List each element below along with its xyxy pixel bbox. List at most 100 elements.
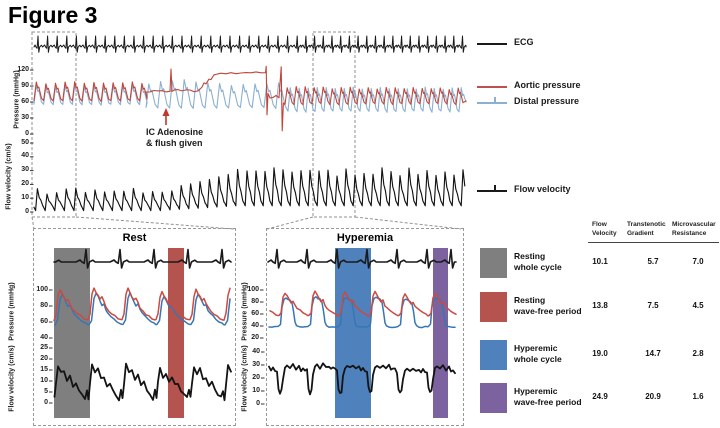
adenosine-annotation-line1: IC Adenosine — [146, 127, 204, 137]
table-col-header-line: Gradient — [627, 229, 654, 237]
table-row-label-line: wave-free period — [514, 306, 582, 316]
table-col-header-0: Flow Velocity — [592, 221, 640, 238]
legend-scale-tick — [494, 97, 496, 102]
table-row-label-line: wave-free period — [514, 397, 582, 407]
axis-tick-hp-20: 20 — [251, 333, 259, 341]
table-row-label-line: whole cycle — [514, 262, 562, 272]
axis-tick-tf-40: 40 — [21, 152, 29, 160]
table-row-swatch-1 — [480, 292, 507, 322]
legend-label: Flow velocity — [514, 184, 571, 194]
legend-label: Aortic pressure — [514, 80, 581, 90]
legend-line-sample — [477, 102, 507, 104]
figure-title: Figure 3 — [8, 2, 98, 28]
table-cell-3-0: 24.9 — [592, 392, 608, 401]
table-cell-1-1: 7.5 — [647, 301, 659, 310]
band-hyperemic-wave-free-period — [433, 248, 448, 418]
table-row-label-line: Hyperemic — [514, 343, 558, 353]
legend-label: Distal pressure — [514, 96, 580, 106]
legend-line-sample — [477, 43, 507, 45]
table-col-header-line: Transtenotic — [627, 221, 666, 228]
zoom-connector-line-2 — [266, 216, 314, 230]
distal-pressure-trace — [33, 79, 467, 113]
rest-aortic-pressure-trace — [53, 287, 231, 322]
table-col-header-line: Flow — [592, 221, 607, 228]
table-cell-0-2: 7.0 — [692, 257, 704, 266]
table-row-swatch-2 — [480, 340, 507, 370]
hyperemia-panel-title: Hyperemia — [336, 232, 394, 244]
rest-panel: Rest — [33, 228, 236, 426]
adenosine-annotation-line2: & flush given — [146, 138, 203, 148]
table-row-label-line: Hyperemic — [514, 386, 558, 396]
zoom-connector-line-1 — [75, 216, 235, 230]
axis-tick-rf-0: 0 — [44, 398, 48, 406]
axis-tick-rp-80: 80 — [40, 301, 48, 309]
table-cell-2-2: 2.8 — [692, 349, 704, 358]
rest-zoom-marquee — [31, 31, 77, 218]
axis-tick-tf-30: 30 — [21, 166, 29, 174]
aortic-pressure-trace — [33, 65, 467, 132]
hyperemia-flow-velocity-trace — [268, 362, 456, 396]
legend-row-distal-pressure: Distal pressure — [474, 95, 720, 111]
axis-tick-rf-25: 25 — [40, 343, 48, 351]
table-col-header-2: Microvascular Resistance — [672, 221, 720, 238]
table-row-swatch-3 — [480, 383, 507, 413]
table-cell-2-0: 19.0 — [592, 349, 608, 358]
axis-tick-tf-10: 10 — [21, 193, 29, 201]
rest-flow-axis-label: Flow velocity (cm/s) — [8, 345, 16, 412]
legend-row-flow-velocity: Flow velocity — [474, 183, 720, 199]
axis-tick-hf-30: 30 — [252, 360, 260, 368]
axis-tick-tf-0: 0 — [25, 207, 29, 215]
table-header-rule — [588, 242, 719, 243]
hyperemia-ecg-trace — [267, 248, 457, 269]
axis-tick-hp-80: 80 — [251, 297, 259, 305]
hyperemia-aortic-pressure-trace — [269, 290, 457, 317]
table-row-label-3: Hyperemic wave-free period — [514, 386, 582, 408]
axis-tick-tf-20: 20 — [21, 179, 29, 187]
table-row-label-1: Resting wave-free period — [514, 295, 582, 317]
axis-tick-hp-40: 40 — [251, 321, 259, 329]
table-cell-0-1: 5.7 — [647, 257, 659, 266]
hyperemia-distal-pressure-trace — [268, 296, 456, 329]
table-row-label-2: Hyperemic whole cycle — [514, 343, 562, 365]
axis-tick-tp-0: 0 — [25, 129, 29, 137]
axis-tick-tf-50: 50 — [21, 138, 29, 146]
table-cell-1-0: 13.8 — [592, 301, 608, 310]
table-row-label-0: Resting whole cycle — [514, 251, 562, 273]
table-cell-0-0: 10.1 — [592, 257, 608, 266]
table-col-header-line: Resistance — [672, 229, 707, 237]
table-cell-3-2: 1.6 — [692, 392, 704, 401]
table-col-header-line: Microvascular — [672, 221, 716, 228]
legend-line-sample — [477, 190, 507, 192]
axis-tick-hf-40: 40 — [252, 347, 260, 355]
axis-tick-tp-90: 90 — [21, 81, 29, 89]
flow-velocity-trace — [33, 167, 466, 212]
zoom-connector-line-0 — [31, 216, 35, 230]
axis-tick-hf-0: 0 — [256, 399, 260, 407]
axis-tick-tp-30: 30 — [21, 113, 29, 121]
axis-tick-rf-10: 10 — [40, 376, 48, 384]
legend-line-sample — [477, 86, 507, 88]
legend-label: ECG — [514, 37, 534, 47]
axis-tick-hp-100: 100 — [247, 285, 259, 293]
axis-tick-rf-5: 5 — [44, 387, 48, 395]
table-row-label-line: whole cycle — [514, 354, 562, 364]
axis-tick-hf-10: 10 — [252, 386, 260, 394]
axis-tick-rp-40: 40 — [40, 333, 48, 341]
axis-tick-rp-60: 60 — [40, 317, 48, 325]
table-cell-3-1: 20.9 — [645, 392, 661, 401]
axis-tick-rp-100: 100 — [36, 285, 48, 293]
ecg-trace — [33, 35, 467, 53]
axis-tick-rf-20: 20 — [40, 354, 48, 362]
hyperemia-zoom-marquee — [312, 31, 356, 218]
table-col-header-line: Velocity — [592, 229, 617, 237]
legend-scale-tick — [494, 185, 496, 190]
table-cell-2-1: 14.7 — [645, 349, 661, 358]
band-resting-whole-cycle — [54, 248, 90, 418]
adenosine-annotation: IC Adenosine & flush given — [146, 127, 203, 149]
band-resting-wave-free-period — [168, 248, 184, 418]
axis-tick-tp-60: 60 — [21, 97, 29, 105]
axis-tick-hp-60: 60 — [251, 309, 259, 317]
table-row-label-line: Resting — [514, 295, 546, 305]
